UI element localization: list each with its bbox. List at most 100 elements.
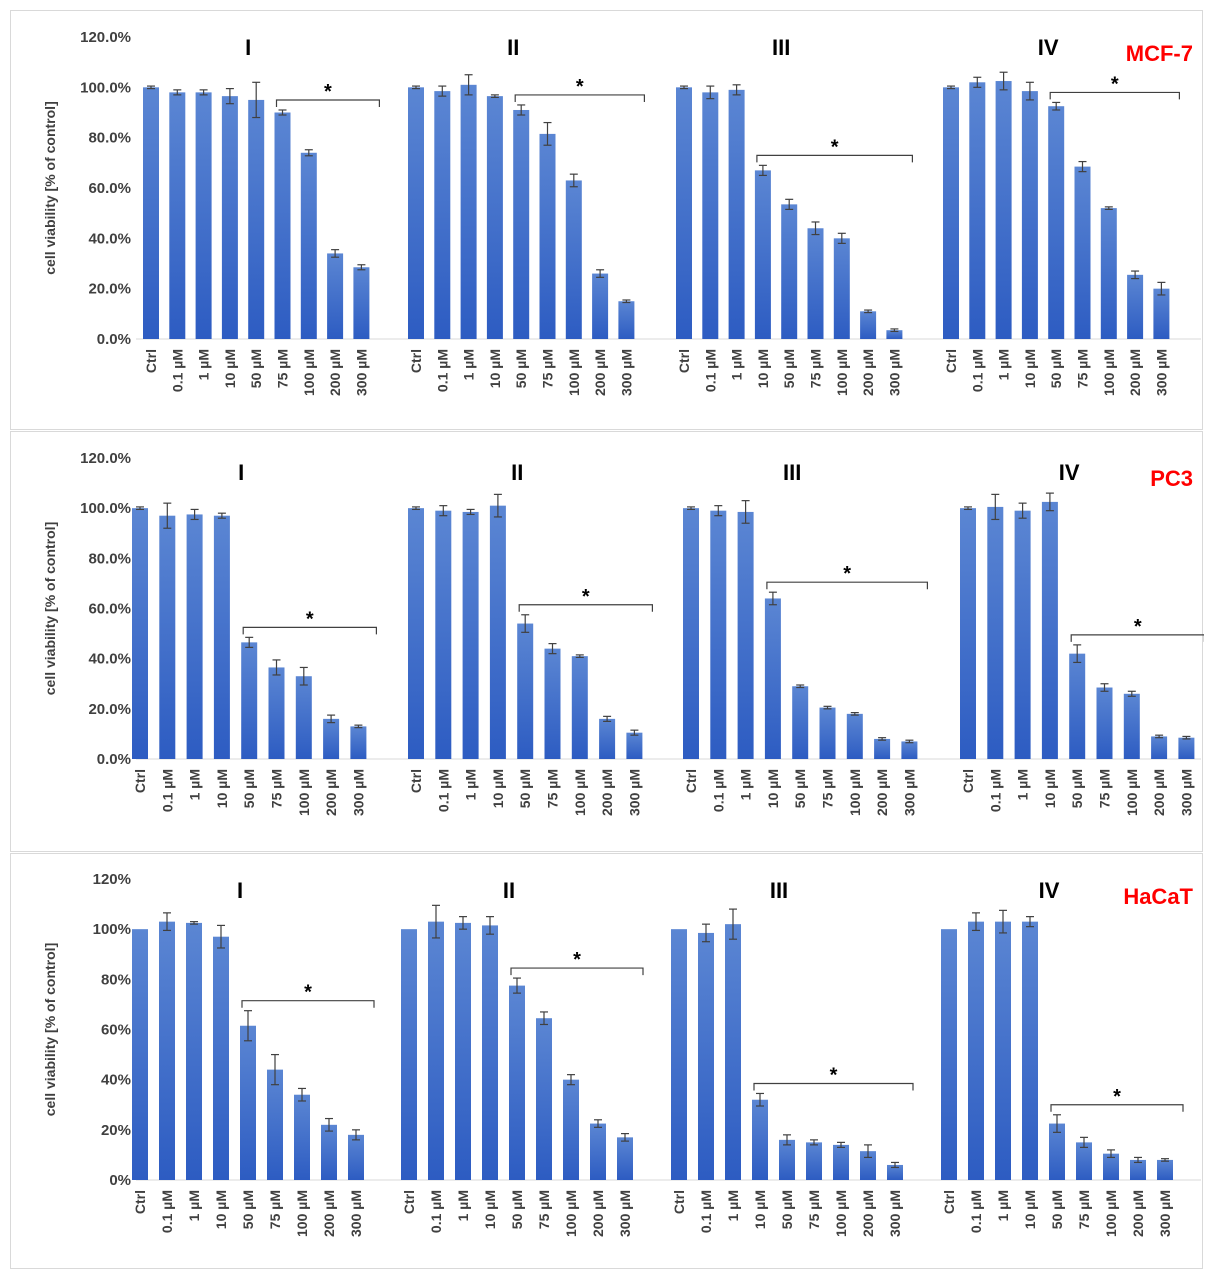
mcf-7-error-bar-iii-50-um [785,198,794,210]
hacat-ytick-label: 40% [101,1072,131,1089]
mcf-7-category-label-ii: Ctrl [408,349,424,373]
hacat-category-label-i: 100 µM [294,1190,310,1237]
mcf-7-error-bar-iv-300-um [1157,281,1166,296]
pc3-bar-i-1-um [186,514,203,759]
pc3-category-label-iv: 75 µM [1097,769,1113,808]
hacat-bar-i-1-um [186,922,202,1180]
mcf-7-bar-iii-300-um [886,330,903,339]
hacat-bar-ii-50-um [509,985,525,1180]
hacat-bar-i-0-1-um [159,921,175,1180]
hacat-significance-star-ii: * [573,949,581,971]
hacat-y-axis-label: cell viability [% of control] [42,943,58,1116]
mcf-7-bar-iii-100-um [833,238,850,339]
hacat-category-label-iii: 1 µM [725,1190,741,1221]
pc3-error-bar-iii-75-um [823,705,832,710]
mcf-7-bar-i-200-um [327,253,344,339]
pc3-error-bar-iv-100-um [1127,690,1136,697]
hacat-category-label-i: 1 µM [186,1190,202,1221]
mcf-7-significance-bracket-iii [756,154,913,163]
bar-chart-pc3: 0.0% 20.0% 40.0% 60.0% 80.0% 100.0% 120.0% cell… [42,450,1204,816]
pc3-category-label-ii: 200 µM [599,769,615,816]
mcf-7-category-label-i: 100 µM [301,349,317,396]
pc3-significance-star-i: * [306,608,314,630]
mcf-7-category-label-i: 1 µM [196,349,212,380]
mcf-7-error-bar-ii-200-um [596,269,605,278]
pc3-error-bar-i-50-um [245,636,254,648]
hacat-error-bar-iii-200-um [864,1144,872,1159]
hacat-error-bar-iii-0-1-um [702,923,710,943]
hacat-category-label-ii: Ctrl [401,1190,417,1214]
mcf-7-bar-i-ctrl [143,87,159,339]
pc3-cell-line-label: PC3 [1150,466,1193,491]
pc3-category-label-ii: 75 µM [545,769,561,808]
pc3-error-bar-iii-200-um [878,737,887,741]
pc3-category-label-iv: 10 µM [1042,769,1058,808]
mcf-7-bar-ii-1-um [460,84,477,339]
mcf-7-category-label-iii: 0.1 µM [702,349,718,392]
chart-panel-hacat: 0% 20% 40% 60% 80% 100% 120% cell viability [% … [10,853,1203,1269]
hacat-error-bar-iii-100-um [837,1141,845,1148]
pc3-bar-ii-75-um [544,648,561,759]
pc3-category-label-i: 0.1 µM [159,769,175,812]
mcf-7-error-bar-iv-ctrl [947,85,955,90]
pc3-group-label-iv: IV [1059,460,1080,485]
pc3-group-label-i: I [238,460,244,485]
pc3-bar-iii-1-um [737,511,754,759]
pc3-ytick-label: 120.0% [80,450,131,467]
mcf-7-y-axis-label: cell viability [% of control] [42,101,58,274]
hacat-bar-i-200-um [321,1124,337,1180]
mcf-7-category-label-i: 10 µM [222,349,238,388]
mcf-7-bar-i-1-um [195,92,212,339]
mcf-7-category-label-iii: 75 µM [808,349,824,388]
pc3-category-label-iv: 1 µM [1015,769,1031,800]
pc3-error-bar-ii-300-um [630,729,639,736]
pc3-bar-iii-50-um [792,686,809,759]
bar-chart-hacat: 0% 20% 40% 60% 80% 100% 120% cell viability [% … [42,871,1201,1237]
hacat-category-label-i: 300 µM [348,1190,364,1237]
mcf-7-category-label-i: 50 µM [248,349,264,388]
mcf-7-error-bar-iii-200-um [864,309,873,314]
pc3-error-bar-i-75-um [272,659,281,676]
mcf-7-ytick-label: 40.0% [88,230,131,247]
mcf-7-category-label-iii: 10 µM [755,349,771,388]
pc3-error-bar-ii-100-um [575,654,584,659]
pc3-ytick-label: 100.0% [80,500,131,517]
hacat-error-bar-iv-10-um [1026,916,1034,928]
hacat-category-label-i: 75 µM [267,1190,283,1229]
pc3-category-label-iv: 100 µM [1124,769,1140,816]
mcf-7-ytick-label: 120.0% [80,29,131,46]
hacat-bar-i-50-um [240,1025,256,1180]
pc3-category-label-iv: 200 µM [1151,769,1167,816]
hacat-error-bar-iv-0-1-um [972,912,980,932]
mcf-7-bar-ii-50-um [513,109,530,339]
mcf-7-error-bar-iii-300-um [890,328,899,333]
mcf-7-error-bar-i-ctrl [147,85,155,90]
mcf-7-category-label-ii: 75 µM [540,349,556,388]
pc3-bar-iv-ctrl [960,508,976,759]
pc3-error-bar-iii-50-um [796,684,805,689]
mcf-7-error-bar-iv-75-um [1078,160,1087,173]
pc3-bar-ii-300-um [626,732,643,759]
pc3-category-label-iv: 300 µM [1178,769,1194,816]
mcf-7-bar-iii-10-um [754,170,771,339]
mcf-7-category-label-iii: 100 µM [834,349,850,396]
pc3-bar-iv-1-um [1014,510,1031,759]
hacat-category-label-ii: 200 µM [590,1190,606,1237]
pc3-error-bar-iii-ctrl [687,506,695,511]
mcf-7-category-label-ii: 0.1 µM [434,349,450,392]
hacat-error-bar-iv-100-um [1107,1149,1115,1159]
pc3-error-bar-i-0-1-um [163,502,172,529]
hacat-group-label-ii: II [503,878,515,903]
pc3-error-bar-i-10-um [217,512,226,519]
hacat-ytick-label: 120% [93,871,131,888]
mcf-7-bar-iv-75-um [1074,166,1091,339]
hacat-bar-iii-ctrl [671,929,687,1180]
pc3-category-label-i: 10 µM [214,769,230,808]
pc3-bar-i-100-um [295,676,312,759]
pc3-error-bar-ii-200-um [603,715,612,722]
mcf-7-category-label-iv: 10 µM [1022,349,1038,388]
mcf-7-error-bar-iii-ctrl [680,85,688,90]
mcf-7-error-bar-ii-0-1-um [438,85,447,97]
pc3-category-label-iii: Ctrl [683,769,699,793]
mcf-7-category-label-i: Ctrl [143,349,159,373]
